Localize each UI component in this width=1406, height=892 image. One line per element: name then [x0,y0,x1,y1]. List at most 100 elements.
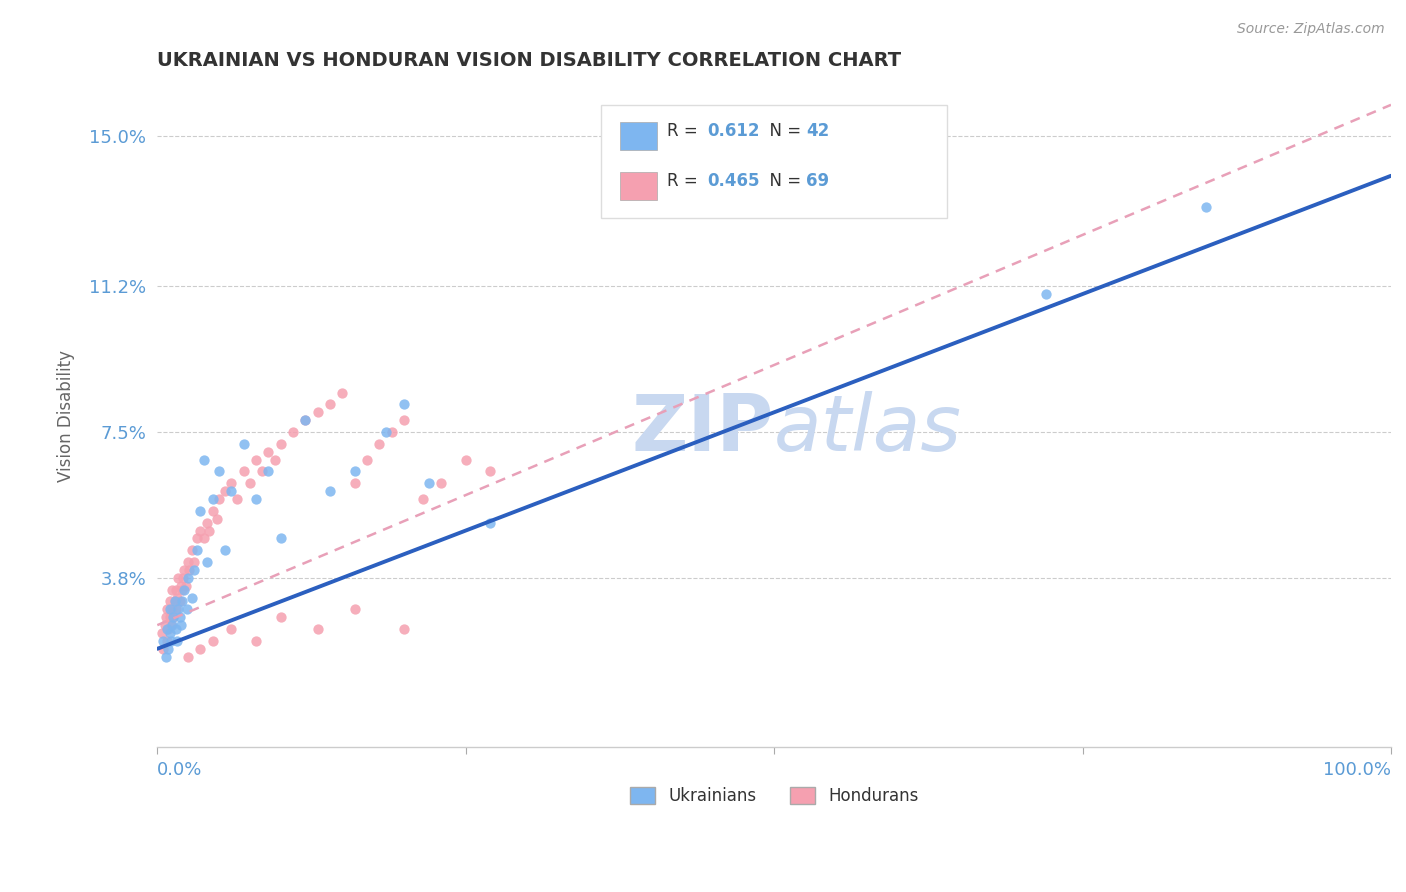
Point [156,622,179,636]
Point [177,649,200,664]
Point [186,543,208,558]
Point [245,491,267,506]
Point [257,444,280,458]
Point [208,464,231,478]
Point [160,582,183,597]
Point [412,491,434,506]
Point [165,602,187,616]
Point [152,641,174,656]
Point [156,634,179,648]
Point [221,476,243,491]
Point [454,452,477,467]
Point [172,571,194,585]
Point [343,464,366,478]
Point [319,484,342,499]
Text: atlas: atlas [775,392,962,467]
Point [307,622,329,636]
Point [179,563,201,577]
Point [162,610,184,624]
Point [166,634,188,648]
Point [180,591,202,605]
Point [155,610,177,624]
Point [281,425,304,439]
Point [170,618,193,632]
Text: 42: 42 [806,122,830,140]
Point [232,437,254,451]
Text: 0.465: 0.465 [707,172,761,190]
Point [173,563,195,577]
Point [156,602,179,616]
Point [239,476,262,491]
Point [294,413,316,427]
Point [167,602,190,616]
Point [160,634,183,648]
Point [153,618,176,632]
Text: N =: N = [759,172,807,190]
Point [201,504,224,518]
Point [381,425,404,439]
Point [374,425,396,439]
Point [205,512,228,526]
Point [208,491,231,506]
Point [193,452,215,467]
FancyBboxPatch shape [602,105,946,218]
Text: R =: R = [666,172,703,190]
Point [257,464,280,478]
Point [270,610,292,624]
Point [307,405,329,419]
Point [165,582,187,597]
Text: R =: R = [666,122,703,140]
Point [330,385,353,400]
Text: 0.612: 0.612 [707,122,761,140]
Point [430,476,453,491]
Point [214,543,236,558]
Text: 0.0%: 0.0% [157,761,202,779]
Point [479,464,502,478]
Point [245,634,267,648]
Point [176,602,198,616]
Point [270,437,292,451]
FancyBboxPatch shape [620,172,657,200]
Point [157,622,180,636]
Point [190,641,212,656]
Point [160,618,183,632]
Point [294,413,316,427]
Point [160,602,183,616]
Point [166,591,188,605]
Point [270,532,292,546]
Point [195,555,218,569]
Point [190,504,212,518]
Point [163,594,186,608]
Y-axis label: Vision Disability: Vision Disability [58,351,75,483]
Point [263,452,285,467]
Point [177,555,200,569]
Point [221,484,243,499]
Text: UKRAINIAN VS HONDURAN VISION DISABILITY CORRELATION CHART: UKRAINIAN VS HONDURAN VISION DISABILITY … [157,51,901,70]
Point [1195,200,1218,214]
Legend: Ukrainians, Hondurans: Ukrainians, Hondurans [623,780,925,812]
Point [186,532,208,546]
Text: N =: N = [759,122,807,140]
Point [169,594,191,608]
Point [159,602,181,616]
Point [160,618,183,632]
Point [183,555,205,569]
Point [162,610,184,624]
Point [201,634,224,648]
Point [159,626,181,640]
Point [183,563,205,577]
Point [343,476,366,491]
Point [177,571,200,585]
Point [155,649,177,664]
Text: 100.0%: 100.0% [1323,761,1391,779]
Point [226,491,249,506]
Point [392,413,415,427]
Point [170,582,193,597]
Text: ZIP: ZIP [631,392,775,467]
Point [165,622,187,636]
Point [174,579,197,593]
Point [418,476,440,491]
Point [190,524,212,538]
Point [163,594,186,608]
Point [250,464,273,478]
